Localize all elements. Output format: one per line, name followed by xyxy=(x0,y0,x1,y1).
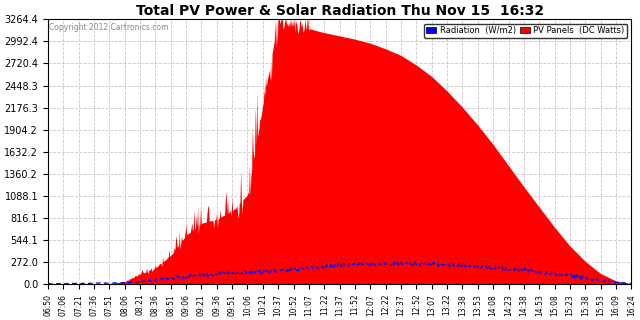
Text: Copyright 2012 Cartronics.com: Copyright 2012 Cartronics.com xyxy=(49,23,168,32)
Title: Total PV Power & Solar Radiation Thu Nov 15  16:32: Total PV Power & Solar Radiation Thu Nov… xyxy=(136,4,543,18)
Legend: Radiation  (W/m2), PV Panels  (DC Watts): Radiation (W/m2), PV Panels (DC Watts) xyxy=(424,23,627,37)
